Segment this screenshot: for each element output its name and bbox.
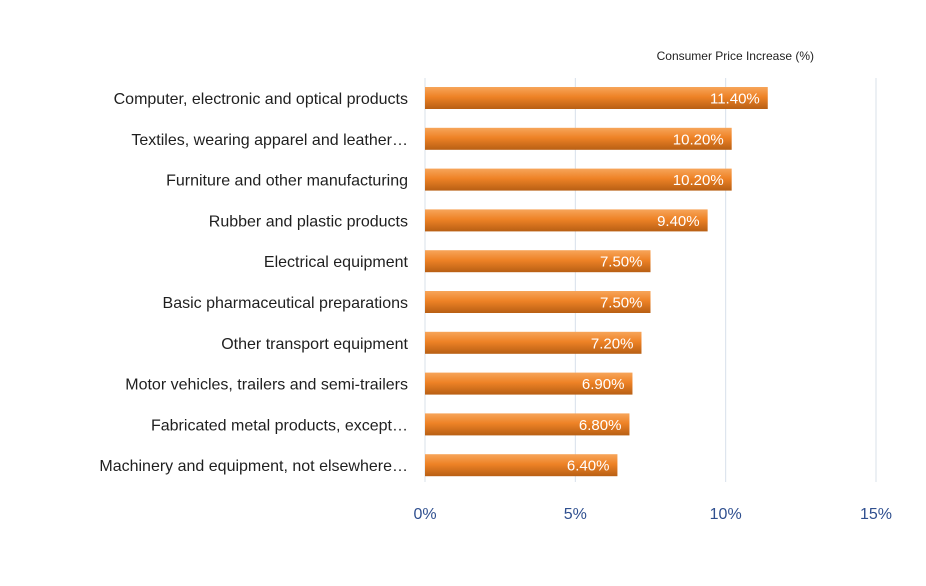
category-label: Rubber and plastic products — [209, 213, 408, 230]
x-axis-ticks: 0% 5% 10% 15% — [413, 506, 892, 523]
category-label: Textiles, wearing apparel and leather… — [131, 132, 408, 149]
x-tick-label: 10% — [710, 506, 742, 523]
bar — [425, 168, 732, 191]
data-label: 7.50% — [600, 254, 643, 271]
category-labels: Computer, electronic and optical product… — [99, 91, 408, 475]
data-label: 7.20% — [591, 335, 634, 352]
data-label: 7.50% — [600, 295, 643, 312]
bar — [425, 127, 732, 150]
x-tick-label: 0% — [413, 506, 436, 523]
data-label: 10.20% — [673, 131, 724, 148]
data-label: 6.80% — [579, 417, 622, 434]
data-label: 10.20% — [673, 172, 724, 189]
category-label: Motor vehicles, trailers and semi-traile… — [125, 377, 408, 394]
x-tick-label: 5% — [564, 506, 587, 523]
data-label: 11.40% — [710, 91, 760, 108]
data-label: 6.40% — [567, 458, 610, 475]
bar — [425, 331, 642, 354]
category-label: Fabricated metal products, except… — [151, 417, 408, 434]
x-tick-label: 15% — [860, 506, 892, 523]
category-label: Electrical equipment — [264, 254, 409, 271]
bar — [425, 372, 633, 395]
legend-label: Consumer Price Increase (%) — [657, 49, 814, 63]
bar — [425, 454, 618, 477]
bar — [425, 413, 630, 436]
category-label: Basic pharmaceutical preparations — [163, 295, 408, 312]
bar — [425, 209, 708, 232]
category-label: Computer, electronic and optical product… — [114, 91, 408, 108]
category-label: Other transport equipment — [221, 336, 408, 353]
bars: 11.40% 10.20% 10.20% 9.40% 7.50% 7.50% 7.20% 6.… — [425, 87, 768, 477]
data-label: 9.40% — [657, 213, 700, 230]
bar — [425, 291, 651, 313]
category-label: Machinery and equipment, not elsewhere… — [99, 458, 408, 475]
category-label: Furniture and other manufacturing — [166, 173, 408, 190]
bar — [425, 250, 651, 273]
data-label: 6.90% — [582, 376, 625, 393]
bar — [425, 87, 768, 109]
